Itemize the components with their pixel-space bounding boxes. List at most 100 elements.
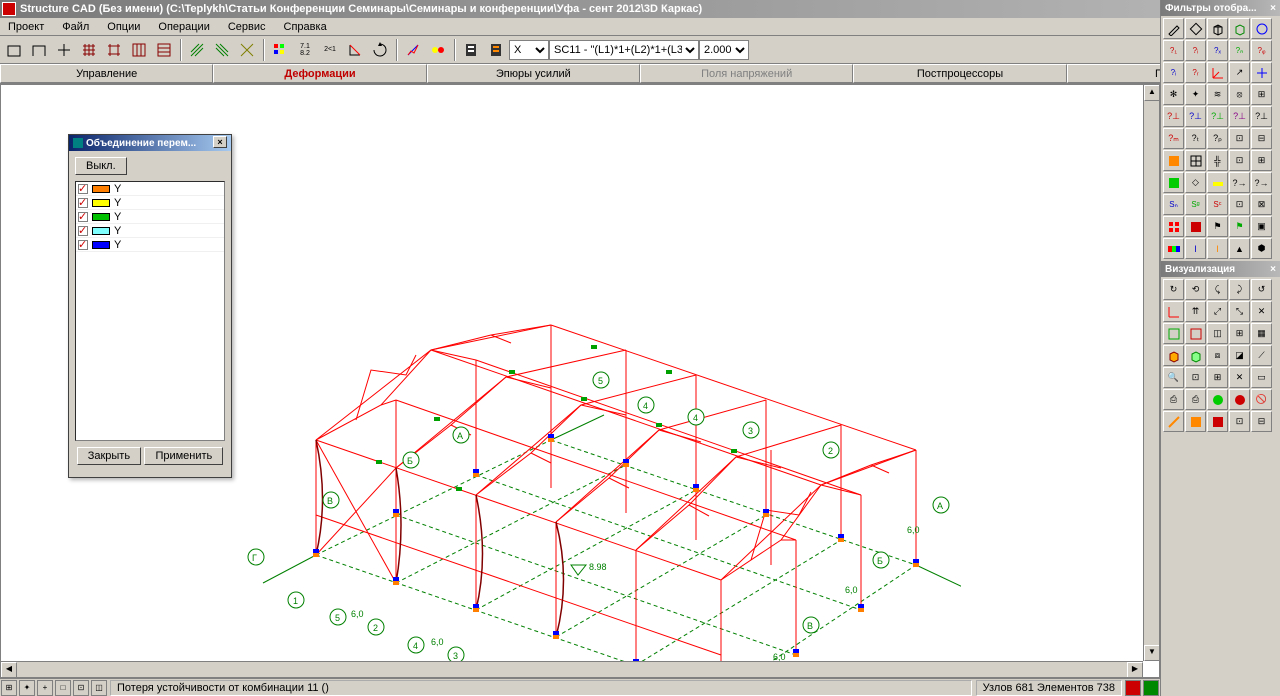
tb-film2-icon[interactable] — [484, 38, 508, 62]
p-sc-icon[interactable]: Sᶜ — [1207, 194, 1228, 215]
scrollbar-vertical[interactable]: ▲ ▼ — [1143, 85, 1159, 661]
tb-rot-icon[interactable] — [368, 38, 392, 62]
p-q3-icon[interactable]: ?⊥ — [1207, 106, 1228, 127]
p-m1-icon[interactable]: ?ₘ — [1163, 128, 1184, 149]
menu-service[interactable]: Сервис — [224, 21, 270, 33]
p-2x2-icon[interactable]: ?ₓ — [1207, 40, 1228, 61]
v-h5-icon[interactable]: ⊟ — [1251, 411, 1272, 432]
p-cube2-icon[interactable] — [1229, 18, 1250, 39]
p-qi-icon[interactable]: ?ᵢ — [1163, 62, 1184, 83]
p-seg-icon[interactable]: ⊞ — [1251, 84, 1272, 105]
sb-btn-4[interactable]: □ — [55, 680, 71, 696]
p-axes-icon[interactable] — [1207, 62, 1228, 83]
p-rgb-icon[interactable] — [1163, 238, 1184, 259]
tb-colors-icon[interactable] — [268, 38, 292, 62]
dialog-close-icon[interactable]: × — [213, 136, 227, 148]
combo-scale[interactable]: 2.000 — [699, 40, 749, 60]
tb-hatch2-icon[interactable] — [210, 38, 234, 62]
v-rot2-icon[interactable]: ⟲ — [1185, 279, 1206, 300]
combo-axis[interactable]: X — [509, 40, 549, 60]
p-tri2-icon[interactable]: ▲ — [1229, 238, 1250, 259]
tb-plus-icon[interactable] — [52, 38, 76, 62]
apply-button[interactable]: Применить — [144, 447, 223, 465]
p-2x-icon[interactable]: ?₁ — [1163, 40, 1184, 61]
v-print2-icon[interactable]: ⎙ — [1185, 389, 1206, 410]
tb-diag-icon[interactable] — [401, 38, 425, 62]
tb-num2-icon[interactable]: 2<1 — [318, 38, 342, 62]
p-2i-icon[interactable]: ?ᵢ — [1185, 40, 1206, 61]
p-cube-icon[interactable] — [1207, 18, 1228, 39]
p-dot2-icon[interactable]: ⊞ — [1251, 150, 1272, 171]
p-wave-icon[interactable]: ≋ — [1207, 84, 1228, 105]
p-star-icon[interactable]: ✻ — [1163, 84, 1184, 105]
p-hatch-icon[interactable] — [1163, 150, 1184, 171]
p-m2-icon[interactable]: ?ₜ — [1185, 128, 1206, 149]
v-box4-icon[interactable]: ⊞ — [1229, 323, 1250, 344]
tb-disp-icon[interactable] — [343, 38, 367, 62]
p-2q-icon[interactable]: ?ᵩ — [1251, 40, 1272, 61]
v-box3-icon[interactable]: ◫ — [1207, 323, 1228, 344]
v-line-icon[interactable]: ⟋ — [1251, 345, 1272, 366]
p-q1-icon[interactable]: ?⊥ — [1163, 106, 1184, 127]
p-sn-icon[interactable]: Sₙ — [1163, 194, 1184, 215]
v-print-icon[interactable]: ⎙ — [1163, 389, 1184, 410]
p-2n-icon[interactable]: ?ₙ — [1229, 40, 1250, 61]
v-sel-icon[interactable]: ▭ — [1251, 367, 1272, 388]
v-h1-icon[interactable] — [1163, 411, 1184, 432]
p-q6-icon[interactable]: ?→ — [1229, 172, 1250, 193]
v-cube-icon[interactable] — [1163, 345, 1184, 366]
v-zoomw-icon[interactable]: ⊞ — [1207, 367, 1228, 388]
v-cross-icon[interactable]: ✕ — [1251, 301, 1272, 322]
v-red-icon[interactable] — [1229, 389, 1250, 410]
combo-load[interactable]: SC11 - "(L1)*1+(L2)*1+(L3) — [549, 40, 699, 60]
v-h2-icon[interactable] — [1185, 411, 1206, 432]
v-h4-icon[interactable]: ⊡ — [1229, 411, 1250, 432]
sb-btn-5[interactable]: ⊡ — [73, 680, 89, 696]
legend-checkbox[interactable] — [78, 184, 88, 194]
scroll-right-icon[interactable]: ▶ — [1127, 662, 1143, 678]
v-box5-icon[interactable]: ▦ — [1251, 323, 1272, 344]
v-axes-icon[interactable] — [1163, 301, 1184, 322]
v-cubes2-icon[interactable]: ◪ — [1229, 345, 1250, 366]
tb-grid3-icon[interactable] — [127, 38, 151, 62]
legend-checkbox[interactable] — [78, 212, 88, 222]
p-green-icon[interactable] — [1163, 172, 1184, 193]
p-ibeam2-icon[interactable]: I — [1207, 238, 1228, 259]
p-eraser-icon[interactable] — [1185, 18, 1206, 39]
scroll-left-icon[interactable]: ◀ — [1, 662, 17, 678]
v-green-icon[interactable] — [1207, 389, 1228, 410]
p-sg-icon[interactable]: Sᵍ — [1185, 194, 1206, 215]
tb-grid2-icon[interactable] — [102, 38, 126, 62]
panel-close-icon-2[interactable]: × — [1270, 264, 1276, 275]
sb-btn-2[interactable]: ✦ — [19, 680, 35, 696]
p-s2-icon[interactable]: ⊡ — [1229, 194, 1250, 215]
p-yel-icon[interactable] — [1207, 172, 1228, 193]
tab-control[interactable]: Управление — [0, 64, 213, 83]
p-star2-icon[interactable]: ✦ — [1185, 84, 1206, 105]
menu-options[interactable]: Опции — [103, 21, 144, 33]
p-mesh-icon[interactable] — [1185, 150, 1206, 171]
scrollbar-horizontal[interactable]: ◀ ▶ — [1, 661, 1143, 677]
p-q4-icon[interactable]: ?⊥ — [1229, 106, 1250, 127]
v-rot3-icon[interactable]: ⤹ — [1207, 279, 1228, 300]
legend-checkbox[interactable] — [78, 240, 88, 250]
p-cells-icon[interactable] — [1163, 216, 1184, 237]
menu-help[interactable]: Справка — [280, 21, 331, 33]
v-diag2-icon[interactable]: ⤡ — [1229, 301, 1250, 322]
tb-frame2-icon[interactable] — [27, 38, 51, 62]
tb-film1-icon[interactable] — [459, 38, 483, 62]
p-ibeam-icon[interactable]: I — [1185, 238, 1206, 259]
v-box-icon[interactable] — [1163, 323, 1184, 344]
v-cross2-icon[interactable]: ✕ — [1229, 367, 1250, 388]
tb-num1-icon[interactable]: 7.18.2 — [293, 38, 317, 62]
sb-btn-6[interactable]: ◫ — [91, 680, 107, 696]
p-q5-icon[interactable]: ?⊥ — [1251, 106, 1272, 127]
p-sphere-icon[interactable] — [1251, 18, 1272, 39]
p-q2-icon[interactable]: ?⊥ — [1185, 106, 1206, 127]
v-diag-icon[interactable]: ⤢ — [1207, 301, 1228, 322]
tab-forces[interactable]: Эпюры усилий — [427, 64, 640, 83]
p-flag-icon[interactable]: ⚑ — [1207, 216, 1228, 237]
menu-project[interactable]: Проект — [4, 21, 48, 33]
p-grid-icon[interactable] — [1251, 62, 1272, 83]
menu-operations[interactable]: Операции — [154, 21, 213, 33]
